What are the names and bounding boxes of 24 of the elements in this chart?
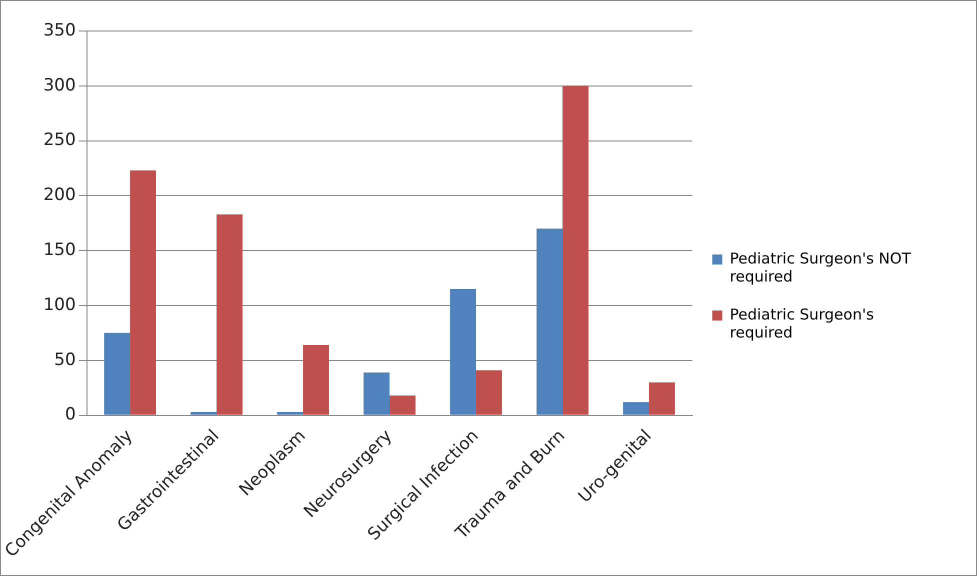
bar bbox=[623, 402, 650, 415]
bar bbox=[562, 86, 588, 415]
y-tick-label: 150 bbox=[43, 240, 76, 260]
bar bbox=[190, 412, 217, 415]
bar bbox=[104, 332, 130, 415]
bar bbox=[303, 344, 329, 415]
y-tick-label: 100 bbox=[43, 294, 76, 315]
y-tick-label: 250 bbox=[43, 130, 76, 150]
y-tick-label: 300 bbox=[43, 75, 76, 96]
bar bbox=[390, 395, 416, 415]
bar bbox=[450, 289, 476, 415]
bar bbox=[649, 382, 675, 415]
y-tick-label: 350 bbox=[43, 20, 76, 40]
bar bbox=[277, 412, 304, 415]
bar bbox=[364, 372, 390, 415]
bar bbox=[130, 170, 156, 415]
bar bbox=[476, 370, 502, 415]
y-tick-label: 200 bbox=[43, 185, 76, 206]
y-tick-label: 50 bbox=[54, 350, 76, 370]
bar bbox=[536, 228, 563, 415]
legend-label: Pediatric Surgeon's NOT required bbox=[730, 249, 912, 286]
y-tick-label: 0 bbox=[64, 404, 76, 425]
bar bbox=[216, 214, 242, 415]
legend-label: Pediatric Surgeon's required bbox=[730, 305, 874, 342]
